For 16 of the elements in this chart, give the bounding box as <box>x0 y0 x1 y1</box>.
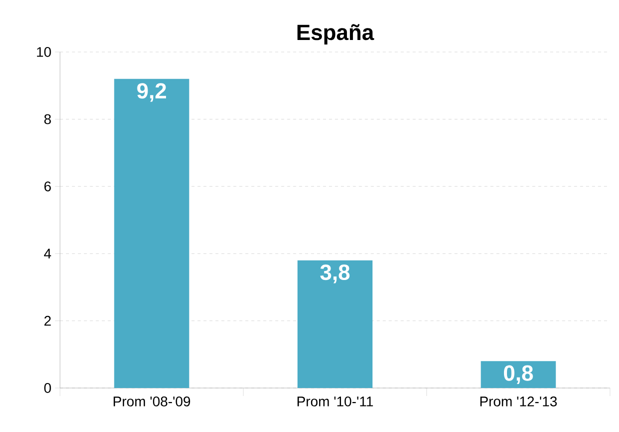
y-tick-label: 4 <box>44 248 52 258</box>
y-tick-label: 2 <box>44 316 51 326</box>
y-tick-label: 0 <box>44 383 51 393</box>
bar <box>114 78 190 388</box>
data-label: 9,2 <box>137 83 166 102</box>
x-tick-label: Prom '08-'09 <box>114 396 190 406</box>
bar <box>480 361 556 388</box>
y-tick-label: 6 <box>44 181 51 192</box>
x-tick-label: Prom '10-'11 <box>298 396 373 406</box>
data-label: 0,8 <box>504 365 533 384</box>
y-tick-label: 8 <box>44 114 51 124</box>
y-tick-label: 10 <box>37 47 51 57</box>
data-label: 3,8 <box>320 264 350 284</box>
bar <box>298 260 373 388</box>
x-tick-label: Prom '12-'13 <box>480 396 557 406</box>
chart-title: España <box>297 24 374 44</box>
